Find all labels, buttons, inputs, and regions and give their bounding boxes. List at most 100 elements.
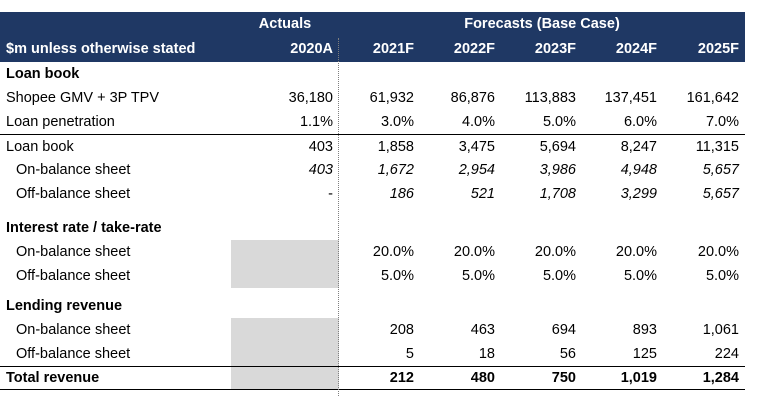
table-cell[interactable]: 5,694 [539,138,576,155]
table-cell[interactable]: 20.0% [615,244,657,260]
section-row: Interest rate / take-rate [0,216,745,240]
table-cell[interactable]: 11,315 [695,138,739,155]
table-cell[interactable]: 7.0% [705,114,739,130]
header-row-1: Actuals Forecasts (Base Case) [0,12,745,36]
table-row: On-balance sheet 20.0% 20.0% 20.0% 20.0%… [0,240,745,264]
row-label[interactable]: Off-balance sheet [16,268,131,284]
shaded-cell[interactable] [231,240,339,264]
shaded-cell[interactable] [231,342,339,366]
table-cell[interactable]: 18 [478,346,495,362]
row-label[interactable]: Total revenue [6,370,100,386]
table-cell[interactable]: 5.0% [623,268,657,284]
table-cell[interactable]: 1,019 [620,370,657,386]
table-cell[interactable]: 4.0% [461,114,495,130]
table-row: Shopee GMV + 3P TPV 36,180 61,932 86,876… [0,86,745,110]
table-cell[interactable]: 20.0% [453,244,495,260]
year-header-2023F[interactable]: 2023F [534,41,576,57]
table-row: On-balance sheet 403 1,672 2,954 3,986 4… [0,158,745,182]
year-header-2025F[interactable]: 2025F [697,41,739,57]
section-title-loan-book[interactable]: Loan book [6,66,80,82]
table-cell[interactable]: 403 [308,138,333,155]
shaded-cell[interactable] [231,264,339,288]
section-row: Loan book [0,62,745,86]
header-row-2: $m unless otherwise stated 2020A 2021F 2… [0,36,745,62]
table-cell[interactable]: 125 [632,346,657,362]
table-cell[interactable]: 56 [559,346,576,362]
row-label[interactable]: On-balance sheet [16,244,131,260]
table-cell[interactable]: - [328,186,333,202]
shaded-cell[interactable] [231,318,339,342]
table-row: Off-balance sheet 5 18 56 125 224 [0,342,745,366]
table-cell[interactable]: 8,247 [620,138,657,155]
table-cell[interactable]: 5.0% [542,114,576,130]
section-title-interest-rate[interactable]: Interest rate / take-rate [6,220,162,236]
table-cell[interactable]: 208 [389,322,414,338]
table-cell[interactable]: 750 [551,370,576,386]
actuals-header[interactable]: Actuals [258,16,312,32]
table-cell[interactable]: 5,657 [702,162,739,178]
table-cell[interactable]: 893 [632,322,657,338]
table-cell[interactable]: 3.0% [380,114,414,130]
row-label[interactable]: Off-balance sheet [16,346,131,362]
table-cell[interactable]: 20.0% [372,244,414,260]
row-label[interactable]: Off-balance sheet [16,186,131,202]
table-row: Off-balance sheet - 186 521 1,708 3,299 … [0,182,745,206]
table-cell[interactable]: 224 [714,346,739,362]
year-header-2022F[interactable]: 2022F [453,41,495,57]
table-cell[interactable]: 5.0% [705,268,739,284]
row-label[interactable]: On-balance sheet [16,162,131,178]
table-cell[interactable]: 161,642 [686,90,739,106]
table-cell[interactable]: 6.0% [623,114,657,130]
table-cell[interactable]: 3,475 [458,138,495,155]
table-cell[interactable]: 463 [470,322,495,338]
table-row: Loan book 403 1,858 3,475 5,694 8,247 11… [0,134,745,158]
row-label[interactable]: Shopee GMV + 3P TPV [6,90,160,106]
table-cell[interactable]: 212 [389,370,414,386]
table-cell[interactable]: 1,708 [539,186,576,202]
row-label[interactable]: Loan penetration [6,114,115,130]
table-cell[interactable]: 5 [405,346,414,362]
table-row: On-balance sheet 208 463 694 893 1,061 [0,318,745,342]
table-cell[interactable]: 137,451 [604,90,657,106]
table-cell[interactable]: 5.0% [542,268,576,284]
table-cell[interactable]: 2,954 [458,162,495,178]
table-cell[interactable]: 3,299 [620,186,657,202]
table-cell[interactable]: 1,061 [702,322,739,338]
table-cell[interactable]: 5.0% [461,268,495,284]
table-cell[interactable]: 1,672 [377,162,414,178]
table-row: Off-balance sheet 5.0% 5.0% 5.0% 5.0% 5.… [0,264,745,288]
table-cell[interactable]: 521 [470,186,495,202]
table-cell[interactable]: 1,284 [702,370,739,386]
section-row: Lending revenue [0,294,745,318]
table-cell[interactable]: 5,657 [702,186,739,202]
year-header-2024F[interactable]: 2024F [615,41,657,57]
forecasts-header[interactable]: Forecasts (Base Case) [464,16,620,32]
table-row: Loan penetration 1.1% 3.0% 4.0% 5.0% 6.0… [0,110,745,134]
units-label[interactable]: $m unless otherwise stated [6,41,196,57]
spacer-row [0,206,745,216]
table-cell[interactable]: 403 [308,162,333,178]
table-cell[interactable]: 86,876 [450,90,495,106]
table-cell[interactable]: 3,986 [539,162,576,178]
table-cell[interactable]: 36,180 [288,90,333,106]
table-cell[interactable]: 186 [389,186,414,202]
table-cell[interactable]: 113,883 [524,90,576,106]
year-header-2021F[interactable]: 2021F [372,41,414,57]
table-cell[interactable]: 61,932 [369,90,414,106]
table-cell[interactable]: 20.0% [534,244,576,260]
table-cell[interactable]: 4,948 [620,162,657,178]
actuals-forecast-divider [338,38,339,396]
table-cell[interactable]: 1,858 [377,138,414,155]
table-cell[interactable]: 5.0% [380,268,414,284]
table-cell[interactable]: 694 [551,322,576,338]
table-cell[interactable]: 480 [470,370,495,386]
financial-table: Actuals Forecasts (Base Case) $m unless … [0,12,745,390]
year-header-2020A[interactable]: 2020A [290,41,333,57]
section-title-lending-revenue[interactable]: Lending revenue [6,298,123,314]
total-row: Total revenue 212 480 750 1,019 1,284 [0,366,745,390]
table-cell[interactable]: 1.1% [299,114,333,130]
table-cell[interactable]: 20.0% [697,244,739,260]
row-label[interactable]: Loan book [6,138,74,155]
row-label[interactable]: On-balance sheet [16,322,131,338]
shaded-cell[interactable] [231,367,339,389]
